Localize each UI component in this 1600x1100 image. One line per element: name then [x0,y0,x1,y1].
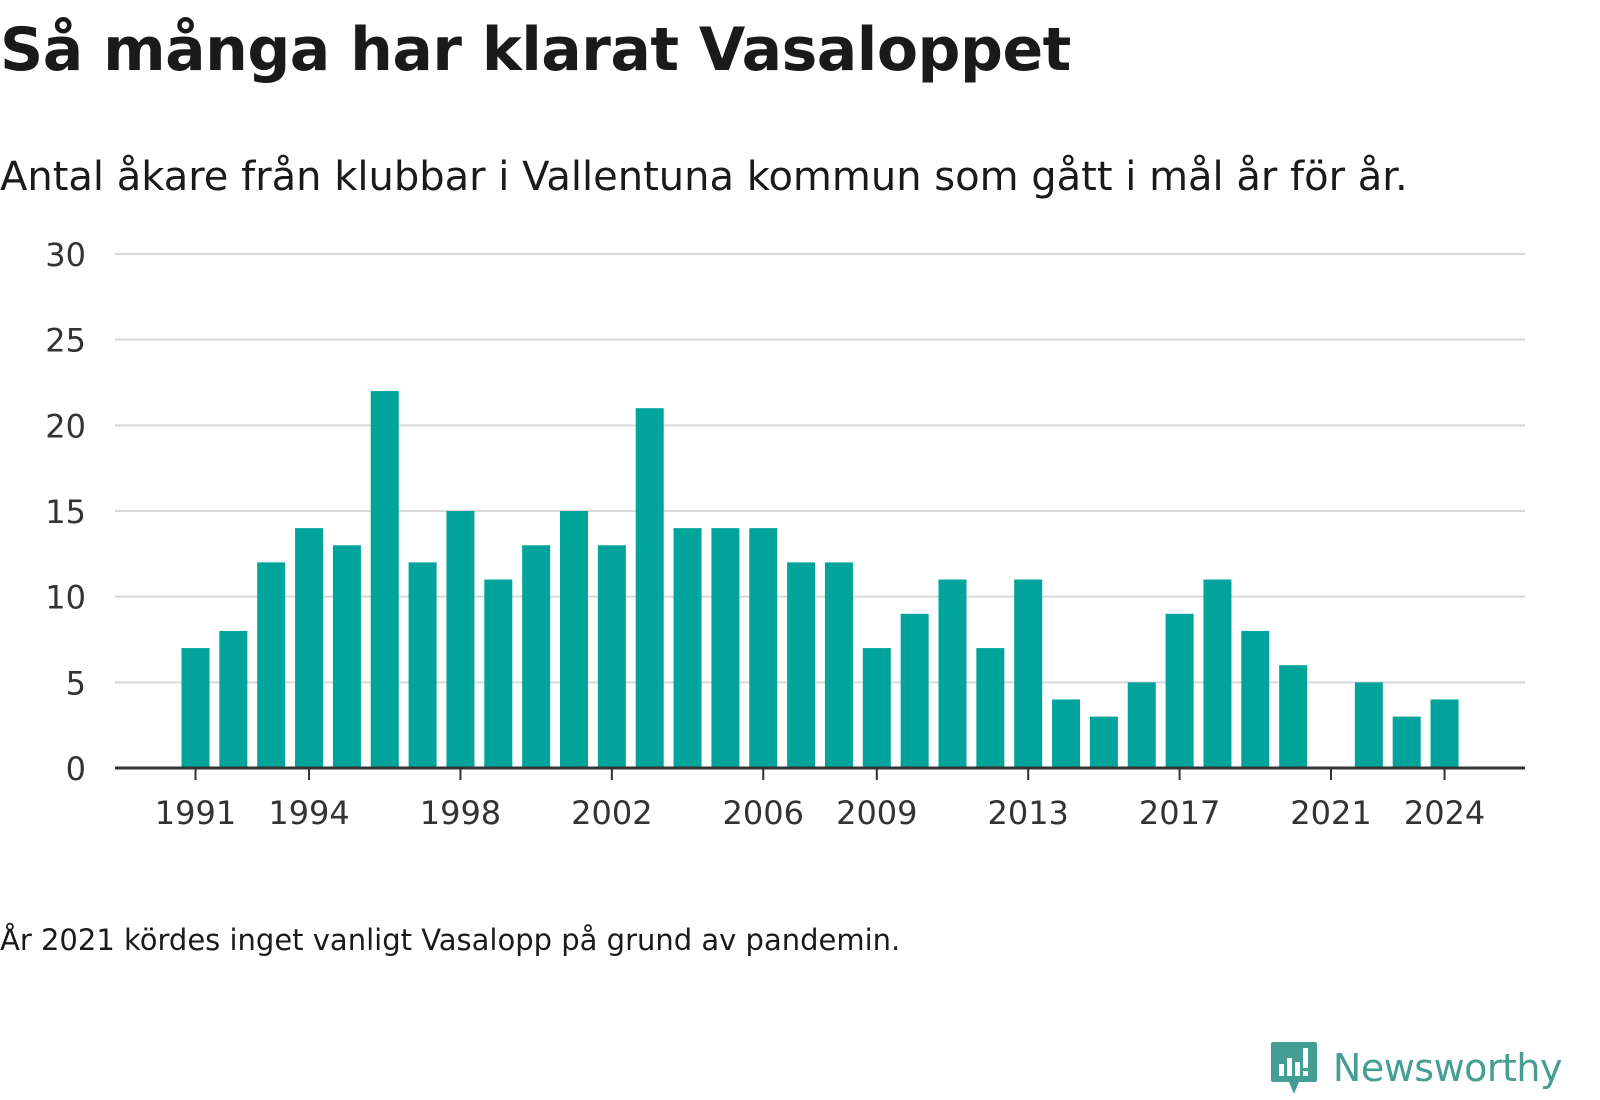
bar-2009[interactable] [862,648,891,768]
bar-2017[interactable] [1165,613,1194,768]
x-tick-label: 2009 [836,794,917,832]
bar-1995[interactable] [332,545,361,768]
newsworthy-brand[interactable]: Newsworthy [1269,1040,1563,1096]
x-tick-label: 2006 [723,794,804,832]
x-tick-label: 2017 [1139,794,1220,832]
bar-1991[interactable] [181,648,210,768]
bar-2023[interactable] [1392,716,1421,768]
x-tick-label: 2013 [987,794,1068,832]
y-tick-label: 15 [45,493,86,531]
x-tick-label: 1998 [420,794,501,832]
bar-2013[interactable] [1014,579,1043,768]
bar-2010[interactable] [900,613,929,768]
bar-1996[interactable] [370,391,399,768]
bar-2004[interactable] [673,528,702,768]
chart-title: Så många har klarat Vasaloppet [0,15,1071,85]
bar-2024[interactable] [1430,699,1459,768]
bar-1999[interactable] [484,579,513,768]
y-tick-label: 10 [45,579,86,617]
chart-subtitle: Antal åkare från klubbar i Vallentuna ko… [0,154,1408,200]
bar-chart: 0 5 10 15 20 25 30 1991 1994 1998 2002 2006 2009 2013… [45,236,1525,832]
y-tick-label: 0 [66,750,86,788]
bar-1992[interactable] [219,630,248,768]
bar-1993[interactable] [257,562,286,768]
bar-2003[interactable] [635,408,664,768]
bar-2022[interactable] [1354,682,1383,768]
y-tick-label: 30 [45,236,86,274]
bar-2005[interactable] [711,528,740,768]
x-tick-label: 2024 [1404,794,1485,832]
bar-2000[interactable] [522,545,551,768]
bar-2011[interactable] [938,579,967,768]
bar-2012[interactable] [976,648,1005,768]
bar-2020[interactable] [1279,665,1308,768]
bar-2016[interactable] [1127,682,1156,768]
bar-2007[interactable] [787,562,816,768]
x-tick-label: 2002 [571,794,652,832]
bar-1994[interactable] [295,528,324,768]
y-tick-label: 25 [45,322,86,360]
bar-2006[interactable] [749,528,778,768]
chart-footnote: År 2021 kördes inget vanligt Vasalopp på… [0,923,901,957]
bar-2014[interactable] [1052,699,1081,768]
bar-1997[interactable] [408,562,437,768]
x-tick-label: 1994 [268,794,349,832]
bar-2019[interactable] [1241,630,1270,768]
x-tick-label: 1991 [155,794,236,832]
brand-name: Newsworthy [1332,1046,1563,1090]
y-tick-label: 5 [66,664,86,702]
bar-2018[interactable] [1203,579,1232,768]
bar-2002[interactable] [597,545,626,768]
x-tick-label: 2021 [1290,794,1371,832]
bar-2008[interactable] [824,562,853,768]
y-tick-label: 20 [45,407,86,445]
bar-1998[interactable] [446,511,475,768]
newsworthy-logo-icon [1270,1042,1317,1094]
bar-2001[interactable] [560,511,588,768]
bar-2015[interactable] [1089,716,1118,768]
